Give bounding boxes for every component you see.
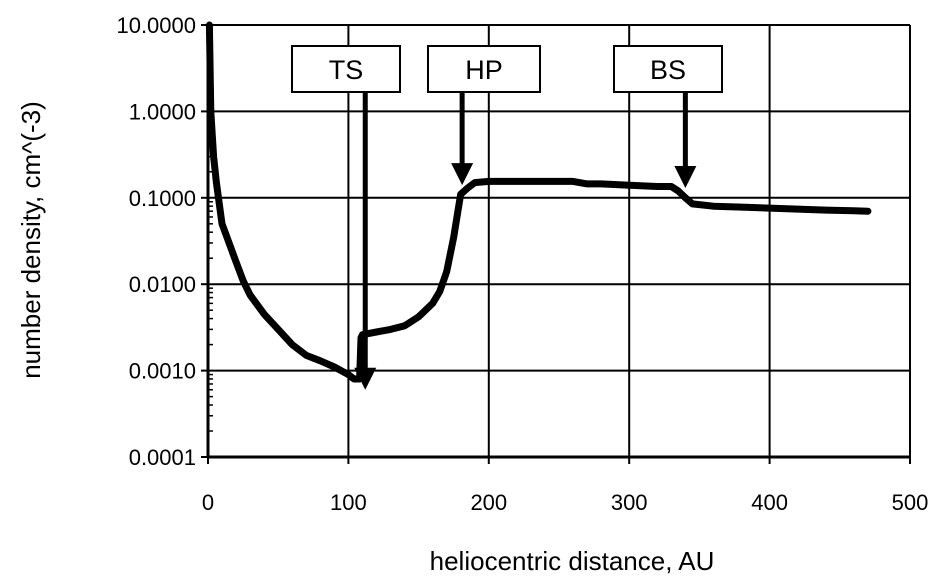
annotations: TS HP BS	[291, 45, 723, 390]
x-tick-label: 300	[611, 490, 648, 515]
annotation-label: TS	[329, 55, 364, 85]
y-tick-label: 1.0000	[129, 99, 196, 124]
series	[205, 21, 872, 383]
grid	[208, 24, 911, 457]
y-tick-label: 0.0010	[129, 359, 196, 384]
annotation-arrow-head	[674, 165, 697, 188]
y-tick-label: 0.0001	[129, 445, 196, 470]
x-tick-label: 200	[470, 490, 507, 515]
x-axis-label: heliocentric distance, AU	[430, 546, 715, 576]
annotation-arrow-head	[354, 367, 377, 390]
series-line	[205, 21, 872, 383]
y-tick-label: 0.0100	[129, 272, 196, 297]
annotation-hp: HP	[427, 45, 541, 186]
annotation-box	[427, 45, 541, 93]
x-tick-label: 400	[751, 490, 788, 515]
y-tick-label: 10.0000	[116, 13, 196, 38]
annotation-arrow-head	[451, 163, 474, 186]
annotation-label: BS	[650, 55, 686, 85]
annotation-bs: BS	[613, 45, 723, 188]
x-tick-label: 500	[892, 490, 929, 515]
annotation-label: HP	[465, 55, 503, 85]
x-tick-label: 100	[330, 490, 367, 515]
y-tick-label: 0.1000	[129, 186, 196, 211]
annotation-box	[291, 45, 401, 93]
y-axis-label: number density, cm^(-3)	[16, 101, 46, 379]
annotation-ts: TS	[291, 45, 401, 390]
ticks: 0.0001 0.0010 0.0100 0.1000 1.0000 10.0000 0 10…	[116, 13, 928, 515]
annotation-box	[613, 45, 723, 93]
x-tick-label: 0	[202, 490, 214, 515]
